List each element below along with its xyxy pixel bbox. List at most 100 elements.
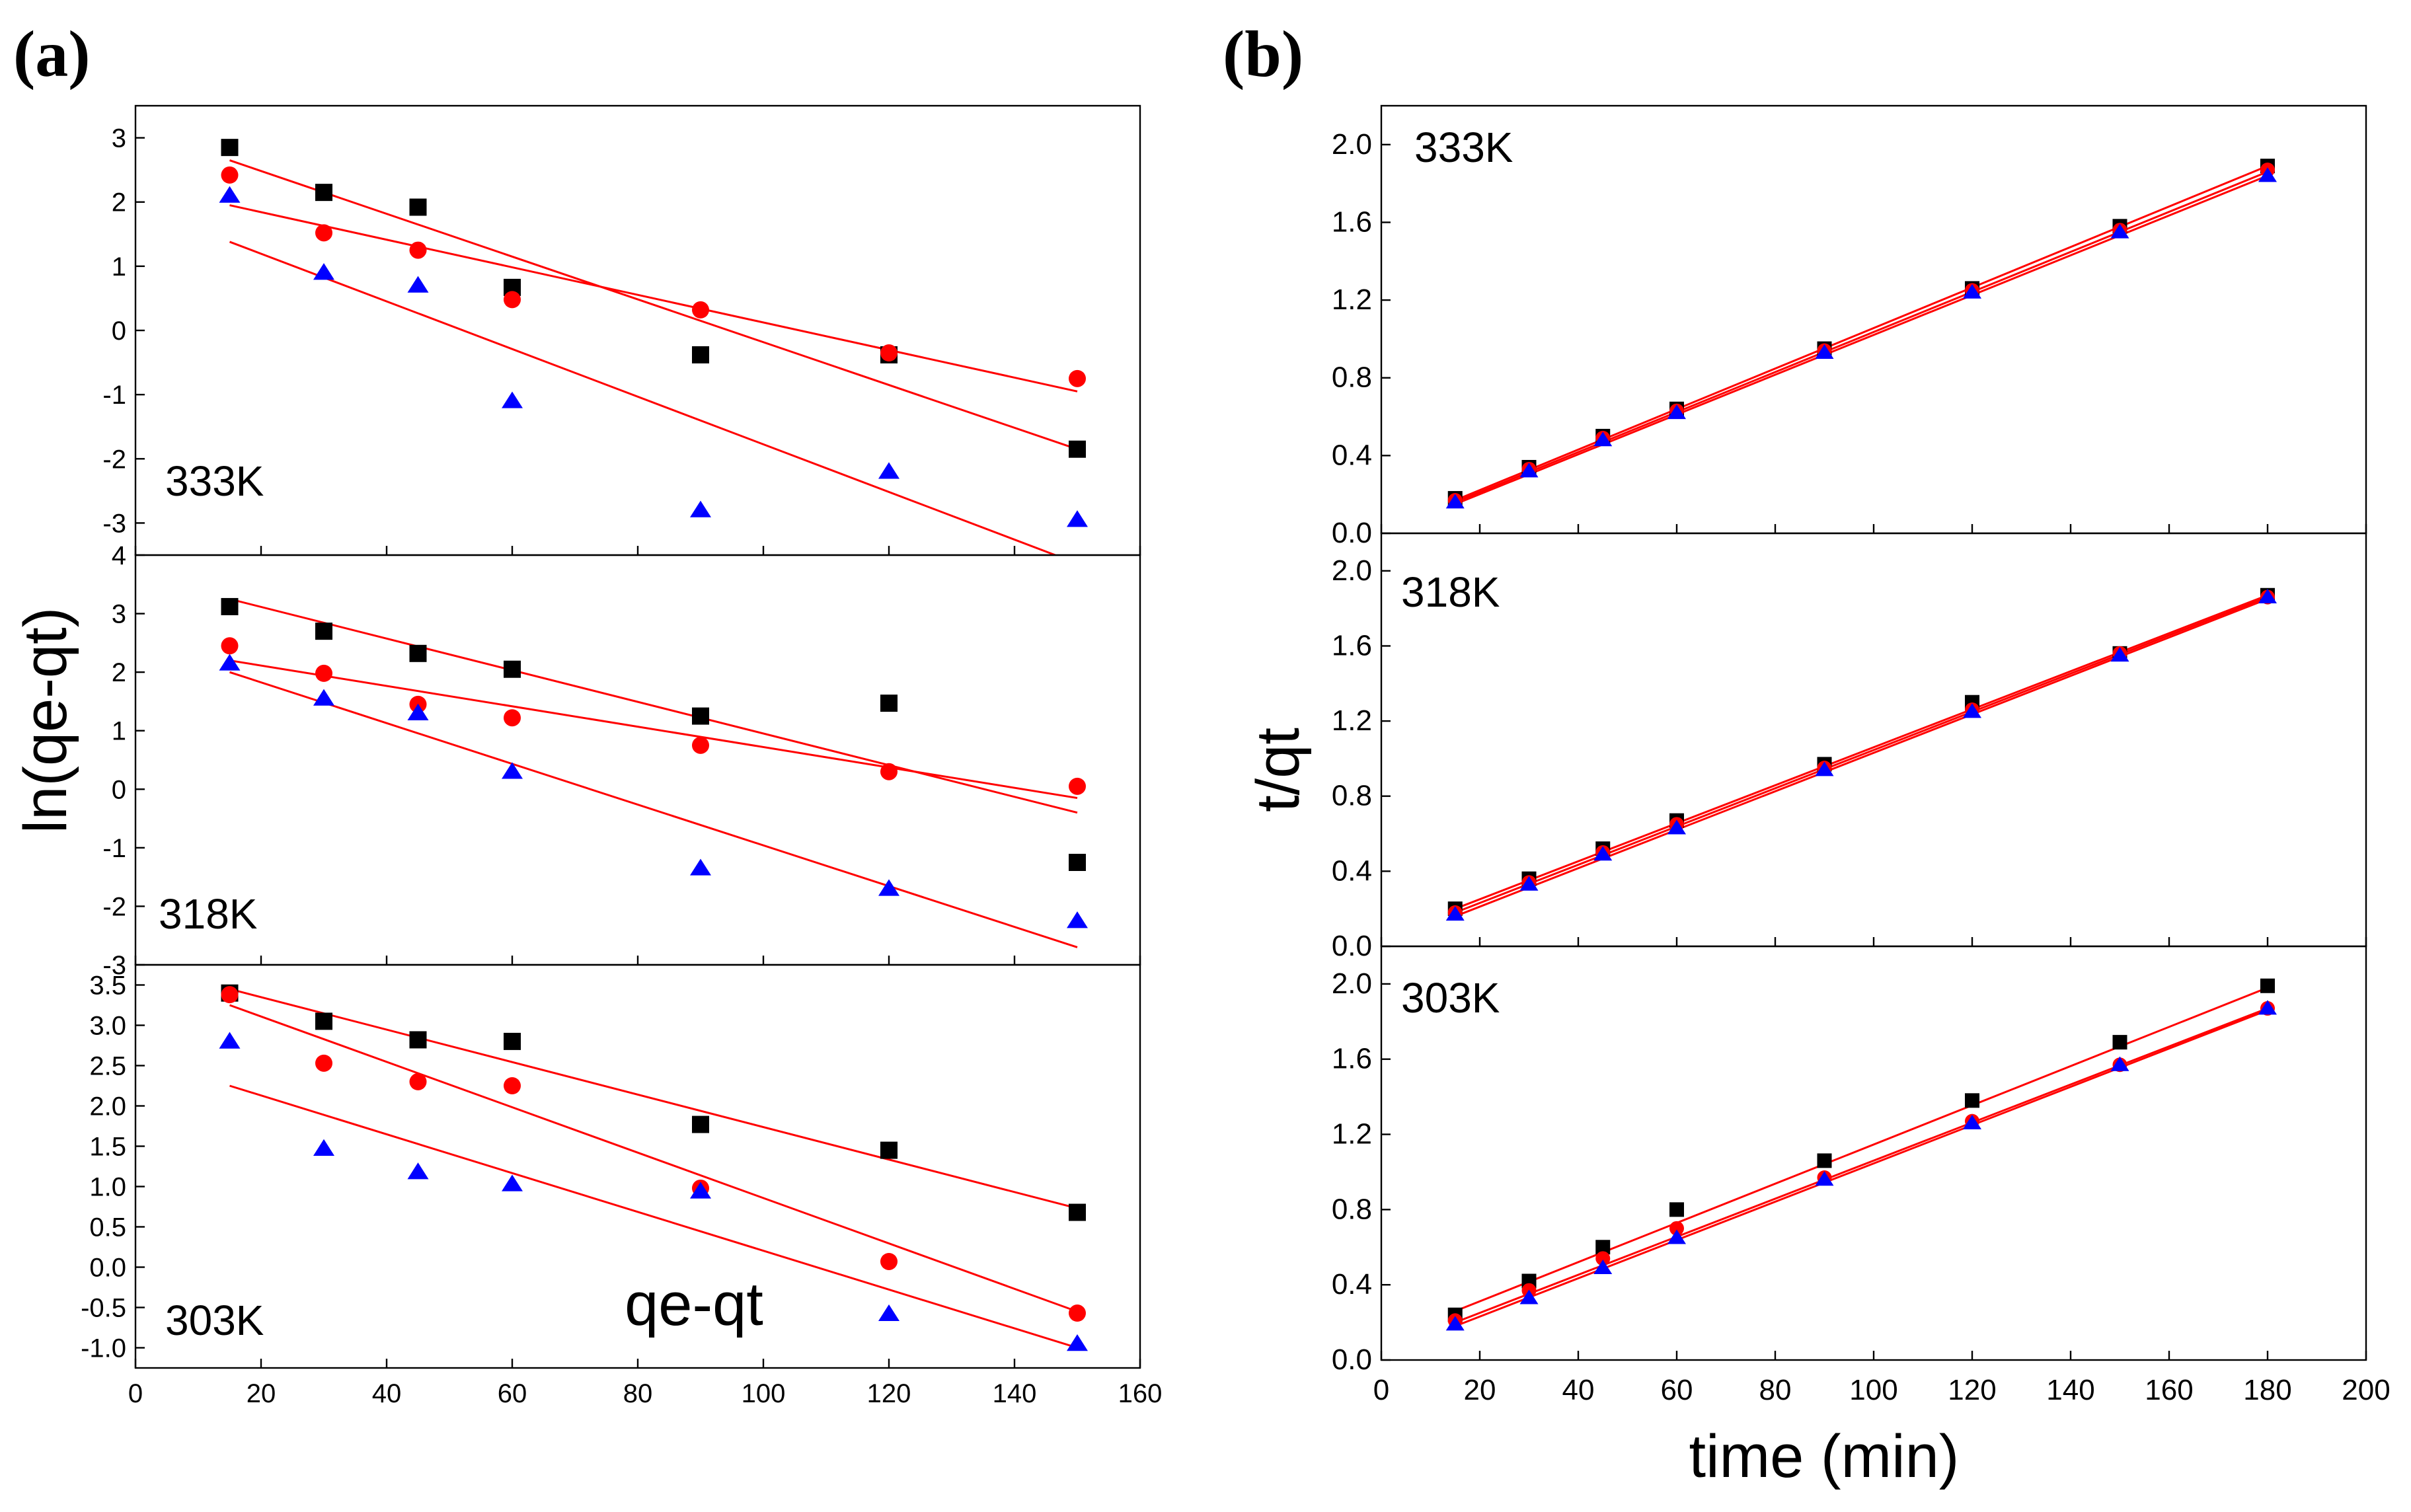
data-point-circle bbox=[409, 1073, 427, 1090]
y-axis-title-b: t/qt bbox=[1244, 728, 1312, 812]
data-point-triangle bbox=[1593, 1259, 1613, 1275]
y-tick-label: 0.4 bbox=[1332, 1268, 1372, 1301]
data-point-square bbox=[1595, 1240, 1611, 1255]
y-tick-label: 0.0 bbox=[1332, 1343, 1372, 1376]
plot-frame bbox=[134, 554, 1141, 966]
fit-line-triangle bbox=[1455, 174, 2268, 506]
x-tick-label: 60 bbox=[498, 1379, 527, 1408]
y-tick-label: -2 bbox=[102, 445, 126, 474]
x-tick-label: 180 bbox=[2243, 1374, 2291, 1406]
data-point-triangle bbox=[1519, 1289, 1539, 1304]
x-tick-label: 140 bbox=[993, 1379, 1037, 1408]
plot-frame bbox=[134, 104, 1141, 556]
data-point-circle bbox=[315, 664, 332, 682]
series-triangle bbox=[219, 186, 1088, 527]
data-point-triangle bbox=[313, 1139, 334, 1156]
data-point-triangle bbox=[407, 703, 429, 720]
y-tick-label: 2.0 bbox=[1332, 128, 1372, 161]
data-point-circle bbox=[1595, 1251, 1611, 1266]
y-tick-label: -1 bbox=[102, 381, 126, 410]
data-point-triangle bbox=[1067, 1334, 1088, 1351]
data-point-triangle bbox=[690, 858, 711, 876]
y-tick-label: 1.2 bbox=[1332, 704, 1372, 737]
x-tick-label: 40 bbox=[372, 1379, 402, 1408]
data-point-square bbox=[409, 198, 427, 216]
y-tick-label: 2.0 bbox=[1332, 554, 1372, 587]
data-point-triangle bbox=[1667, 404, 1686, 420]
data-point-triangle bbox=[1667, 1229, 1686, 1244]
figure-letter-a: (a) bbox=[13, 17, 91, 91]
y-tick-label: 0.8 bbox=[1332, 1193, 1372, 1225]
fit-line-triangle bbox=[1455, 598, 2268, 917]
panel-a-303K: -1.0 -0.5 0.0 0.5 1.0 1.5 2.0 2.5 3.0 3.5 0 20 40 60 8… bbox=[81, 964, 1162, 1408]
y-tick-label: 0.0 bbox=[1332, 517, 1372, 549]
x-tick-label: 120 bbox=[867, 1379, 911, 1408]
data-point-circle bbox=[221, 637, 239, 655]
y-tick-label: 3 bbox=[112, 124, 126, 153]
data-point-triangle bbox=[2110, 647, 2129, 662]
x-tick-label: 140 bbox=[2046, 1374, 2094, 1406]
data-point-square bbox=[221, 597, 239, 615]
data-point-square bbox=[504, 660, 521, 678]
fit-line-square bbox=[229, 988, 1078, 1209]
series-circle bbox=[221, 166, 1086, 387]
y-tick-label: 1 bbox=[112, 252, 126, 282]
fit-lines bbox=[1455, 987, 2268, 1328]
fit-lines bbox=[229, 159, 1078, 555]
data-point-circle bbox=[504, 709, 521, 727]
data-point-square bbox=[880, 695, 898, 712]
series-triangle bbox=[1445, 1000, 2277, 1331]
data-point-triangle bbox=[690, 500, 711, 517]
x-tick-label: 80 bbox=[1759, 1374, 1792, 1406]
fit-line-circle bbox=[1455, 170, 2268, 504]
series-triangle bbox=[1445, 167, 2277, 509]
panel-temperature-label: 318K bbox=[159, 890, 257, 938]
data-point-triangle bbox=[502, 762, 523, 779]
y-tick-label: 0.0 bbox=[1332, 930, 1372, 962]
data-point-square bbox=[409, 1031, 427, 1049]
data-point-circle bbox=[221, 986, 239, 1004]
x-tick-label: 60 bbox=[1661, 1374, 1693, 1406]
data-point-triangle bbox=[1593, 432, 1613, 447]
y-tick-label: 3.0 bbox=[89, 1012, 126, 1041]
data-point-circle bbox=[1069, 1304, 1086, 1322]
data-point-triangle bbox=[878, 879, 899, 896]
data-point-triangle bbox=[878, 1304, 899, 1322]
data-point-circle bbox=[880, 763, 898, 780]
x-tick-label: 100 bbox=[742, 1379, 786, 1408]
y-tick-label: 2.5 bbox=[89, 1052, 126, 1081]
x-tick-label: 0 bbox=[1373, 1374, 1389, 1406]
y-tick-label: -3 bbox=[102, 951, 126, 980]
figure-letter-b: (b) bbox=[1223, 17, 1303, 91]
data-point-triangle bbox=[1067, 510, 1088, 527]
fit-lines bbox=[1455, 594, 2268, 917]
y-tick-label: 1.2 bbox=[1332, 284, 1372, 316]
fit-lines bbox=[229, 988, 1078, 1349]
y-tick-label: 1.6 bbox=[1332, 206, 1372, 238]
y-tick-label: 0.4 bbox=[1332, 854, 1372, 887]
y-tick-label: 2.0 bbox=[89, 1092, 126, 1121]
fit-line-circle bbox=[1455, 1007, 2268, 1324]
y-tick-label: 1.6 bbox=[1332, 629, 1372, 662]
data-point-circle bbox=[315, 224, 332, 242]
fit-line-circle bbox=[229, 659, 1078, 800]
data-point-triangle bbox=[1815, 344, 1834, 359]
data-point-circle bbox=[880, 344, 898, 361]
data-point-circle bbox=[1069, 777, 1086, 795]
series-triangle bbox=[219, 1032, 1088, 1351]
data-point-square bbox=[880, 1141, 898, 1159]
data-point-square bbox=[2112, 1035, 2127, 1050]
y-tick-label: 1 bbox=[112, 717, 126, 746]
y-tick-label: 3.5 bbox=[89, 971, 126, 1001]
data-point-triangle bbox=[1963, 1114, 1981, 1129]
panel-temperature-label: 333K bbox=[165, 457, 264, 505]
data-point-triangle bbox=[219, 186, 241, 203]
panel-temperature-label: 303K bbox=[1401, 974, 1500, 1022]
data-point-triangle bbox=[219, 1032, 241, 1049]
data-point-square bbox=[409, 644, 427, 662]
data-point-triangle bbox=[313, 263, 334, 280]
data-point-circle bbox=[692, 736, 709, 754]
data-point-triangle bbox=[2258, 1000, 2277, 1015]
x-axis-title-a: qe-qt bbox=[625, 1271, 763, 1338]
